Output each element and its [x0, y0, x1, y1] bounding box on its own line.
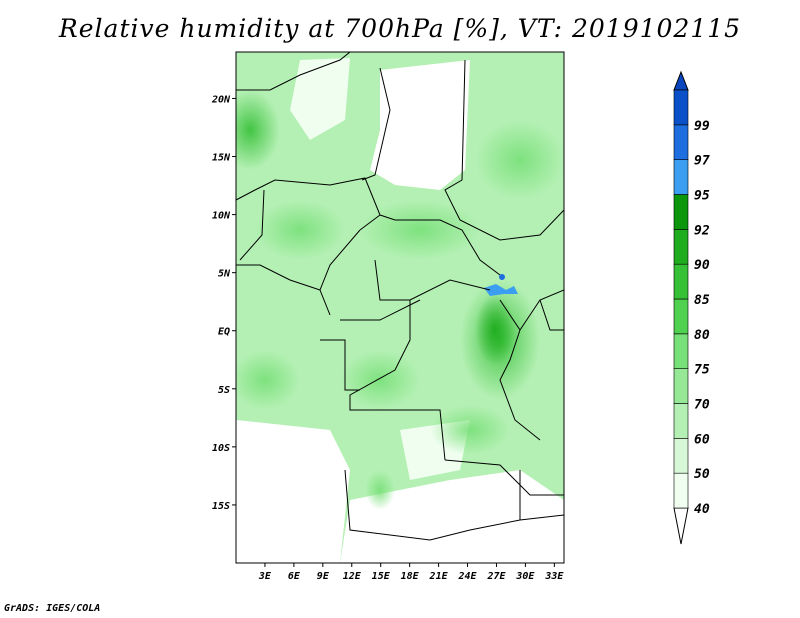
colorbar-label: 90: [694, 258, 710, 273]
credit-label: GrADS: IGES/COLA: [4, 603, 101, 614]
lon-tick-label: 3E: [258, 571, 272, 582]
colorbar-segment: [673, 89, 689, 126]
lon-tick-label: 6E: [288, 571, 301, 582]
lat-tick-label: 10N: [212, 211, 231, 222]
lat-tick-label: 20N: [211, 94, 231, 105]
dry-region-sahara: [370, 60, 470, 190]
colorbar-label: 60: [694, 432, 710, 447]
colorbar-segment: [673, 263, 689, 300]
lat-tick-label: 5S: [218, 385, 230, 396]
colorbar-label: 70: [694, 398, 710, 413]
colorbar-below-arrow: [673, 507, 689, 545]
colorbar-label: 97: [694, 154, 710, 169]
colorbar-segment: [673, 368, 689, 404]
colorbar-label: 92: [694, 223, 710, 238]
colorbar-label: 75: [694, 363, 710, 378]
colorbar-label: 95: [694, 189, 710, 204]
lon-tick-label: 9E: [317, 571, 330, 582]
colorbar-segment: [673, 159, 689, 195]
dry-region-north: [290, 58, 350, 140]
lat-tick-label: 10S: [212, 443, 230, 454]
lon-tick-label: 15E: [372, 571, 391, 582]
humidity-field: [236, 52, 564, 563]
colorbar-label: 80: [694, 328, 710, 343]
lon-tick-label: 30E: [515, 571, 535, 582]
high-humidity-patch: [484, 284, 518, 296]
colorbar: 40 50 60 70 75 80 85 90 92 95 97 99: [673, 70, 710, 545]
colorbar-above-arrow: [673, 70, 689, 91]
lon-tick-label: 18E: [401, 571, 420, 582]
dry-region-south: [340, 470, 564, 563]
colorbar-label: 40: [694, 502, 710, 517]
lat-tick-label: 5N: [218, 269, 231, 280]
lon-tick-label: 24E: [457, 571, 477, 582]
colorbar-label: 85: [694, 293, 710, 308]
country-borders: [236, 52, 564, 541]
lat-tick-label: 15S: [212, 501, 230, 512]
colorbar-segment: [673, 229, 689, 265]
colorbar-segment: [673, 438, 689, 474]
colorbar-segment: [673, 472, 689, 509]
dry-region-south-west: [236, 420, 350, 563]
colorbar-segment: [673, 298, 689, 335]
axis-ticks: 20N 15N 10N 5N EQ 5S 10S 15S 3E 6E 9E 12E 15E 18E 21E 2…: [211, 94, 564, 582]
lat-tick-label: EQ: [218, 327, 230, 338]
colorbar-segment: [673, 194, 689, 230]
colorbar-segment: [673, 124, 689, 160]
lon-tick-label: 12E: [343, 571, 362, 582]
lon-tick-label: 33E: [544, 571, 564, 582]
colorbar-segment: [673, 403, 689, 439]
chart-title: Relative humidity at 700hPa [%], VT: 201…: [58, 14, 742, 43]
lat-tick-label: 15N: [212, 153, 231, 164]
colorbar-label: 50: [694, 467, 710, 482]
colorbar-label: 99: [694, 119, 710, 134]
map-frame: [235, 51, 565, 564]
lon-tick-label: 27E: [486, 571, 506, 582]
lon-tick-label: 21E: [429, 571, 449, 582]
colorbar-segment: [673, 333, 689, 369]
